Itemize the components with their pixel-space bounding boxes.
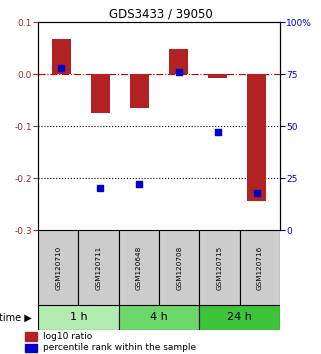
Bar — [52, 39, 71, 74]
Point — [98, 185, 103, 191]
Bar — [24, 344, 38, 352]
Bar — [240, 230, 280, 305]
Text: GSM120715: GSM120715 — [216, 245, 222, 290]
Bar — [199, 305, 280, 330]
Text: GSM120710: GSM120710 — [55, 245, 61, 290]
Bar — [208, 74, 227, 78]
Text: 24 h: 24 h — [227, 313, 252, 322]
Bar — [91, 74, 110, 113]
Point — [176, 69, 181, 75]
Text: percentile rank within the sample: percentile rank within the sample — [43, 343, 196, 353]
Bar — [38, 305, 119, 330]
Bar — [159, 230, 199, 305]
Text: GSM120708: GSM120708 — [176, 245, 182, 290]
Bar — [119, 230, 159, 305]
Bar — [38, 230, 78, 305]
Bar — [130, 74, 149, 108]
Bar — [199, 230, 240, 305]
Point — [59, 65, 64, 70]
Point — [254, 190, 259, 195]
Bar — [169, 49, 188, 74]
Bar — [119, 305, 199, 330]
Text: GDS3433 / 39050: GDS3433 / 39050 — [108, 7, 213, 20]
Text: GSM120711: GSM120711 — [96, 245, 101, 290]
Text: 1 h: 1 h — [70, 313, 87, 322]
Point — [137, 181, 142, 187]
Bar — [247, 74, 266, 201]
Text: GSM120716: GSM120716 — [257, 245, 263, 290]
Bar — [24, 332, 38, 341]
Text: GSM120648: GSM120648 — [136, 245, 142, 290]
Text: time ▶: time ▶ — [0, 313, 31, 322]
Text: log10 ratio: log10 ratio — [43, 332, 92, 341]
Point — [215, 130, 220, 135]
Text: 4 h: 4 h — [150, 313, 168, 322]
Bar — [78, 230, 119, 305]
